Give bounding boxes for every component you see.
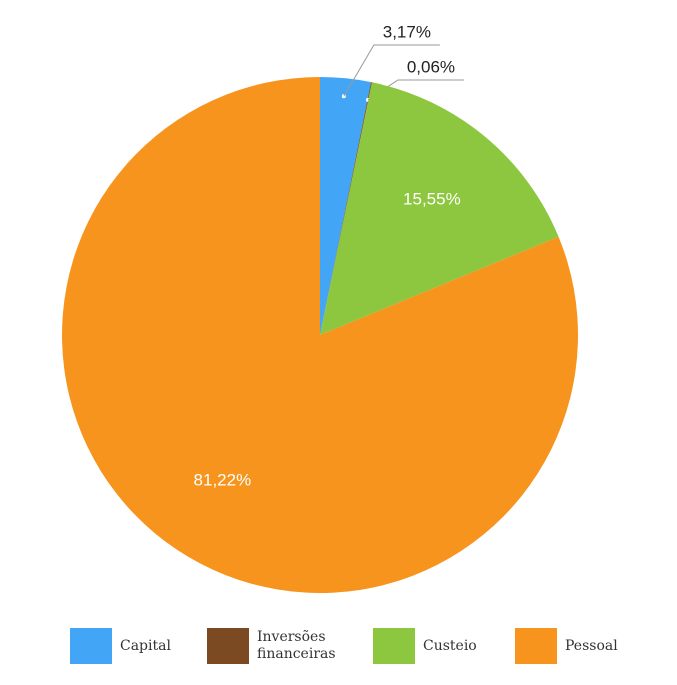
legend-label: Custeio [423, 637, 477, 654]
legend-item: Pessoal [515, 628, 645, 664]
data-label: 0,06% [407, 57, 455, 76]
legend-item: Custeio [373, 628, 503, 664]
legend-label: Capital [120, 637, 171, 654]
pie-slice [320, 82, 559, 335]
legend-swatch [70, 628, 112, 664]
data-label: 3,17% [383, 22, 431, 41]
legend-swatch [207, 628, 249, 664]
legend-label: Pessoal [565, 637, 618, 654]
legend-item: Inversões financeiras [207, 628, 337, 664]
legend-swatch [373, 628, 415, 664]
legend: Capital Inversões financeiras Custeio Pesso… [70, 628, 670, 668]
leader-line [343, 44, 440, 97]
pie-slice [320, 82, 373, 335]
legend-item: Capital [70, 628, 200, 664]
pie-slice [320, 77, 372, 335]
legend-swatch [515, 628, 557, 664]
legend-label: Inversões financeiras [257, 629, 336, 662]
data-label: 15,55% [403, 189, 461, 208]
pie-slice [62, 76, 579, 594]
chart: 3,17% 0,06% 15,55% 81,22% [62, 22, 579, 594]
data-label: 81,22% [194, 470, 252, 489]
